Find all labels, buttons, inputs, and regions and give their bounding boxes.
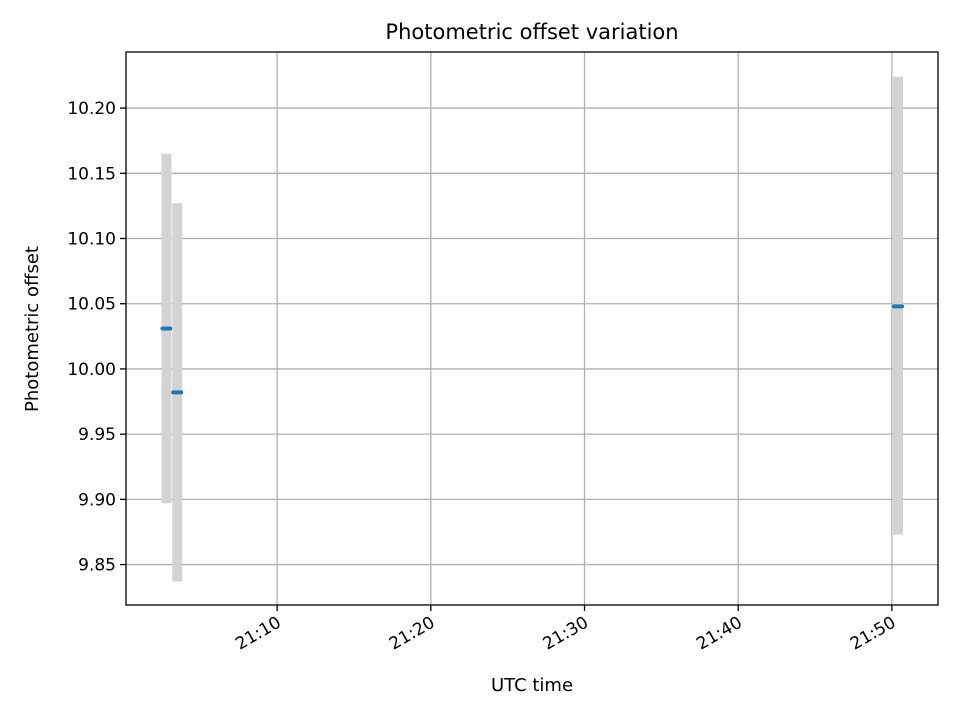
y-tick-label: 9.95 xyxy=(78,425,116,445)
y-axis: 9.85 9.90 9.95 10.00 10.05 10.10 10.15 10.20 xyxy=(67,99,126,576)
x-axis-title: UTC time xyxy=(491,675,573,696)
plot-frame xyxy=(125,51,939,606)
y-tick-label: 10.00 xyxy=(67,360,116,380)
y-tick-label: 10.15 xyxy=(67,164,116,184)
y-axis-title: Photometric offset xyxy=(22,246,43,412)
series-layer xyxy=(160,76,905,582)
y-tick-label: 10.20 xyxy=(67,99,116,119)
y-tick-label: 9.90 xyxy=(78,490,116,510)
y-tick-label: 10.10 xyxy=(67,230,116,250)
grid xyxy=(126,52,938,605)
y-tick-label: 9.85 xyxy=(78,556,116,576)
y-tick-label: 10.05 xyxy=(67,295,116,315)
chart-title: Photometric offset variation xyxy=(385,20,678,44)
